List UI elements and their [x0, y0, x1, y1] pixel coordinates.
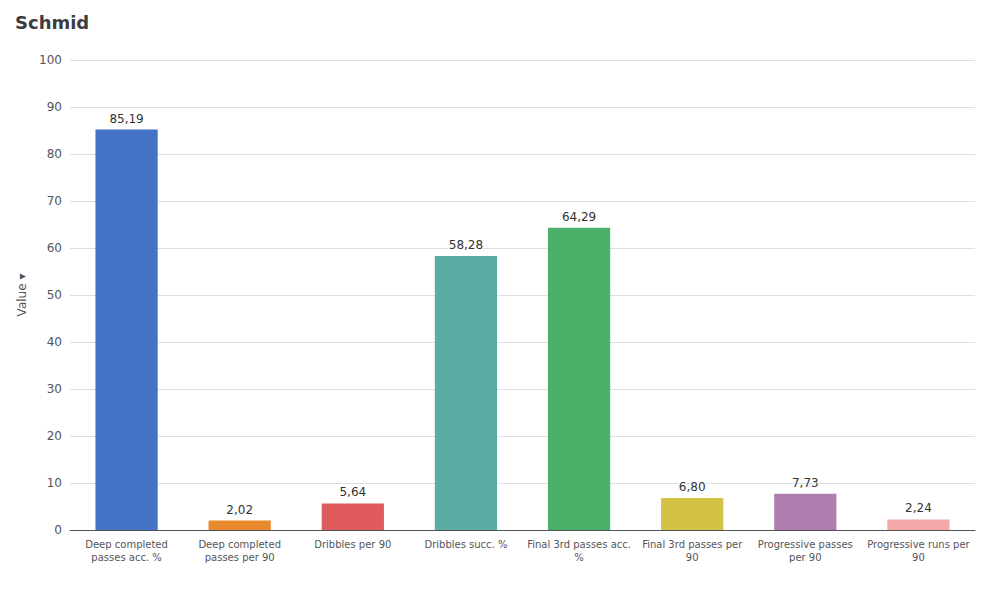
- svg-text:80: 80: [47, 147, 62, 161]
- svg-text:passes per 90: passes per 90: [205, 552, 275, 563]
- svg-text:Final 3rd passes per: Final 3rd passes per: [642, 539, 743, 550]
- svg-text:60: 60: [47, 241, 62, 255]
- svg-text:0: 0: [54, 523, 62, 537]
- svg-text:100: 100: [39, 53, 62, 67]
- svg-text:5,64: 5,64: [339, 485, 366, 499]
- svg-text:90: 90: [47, 100, 62, 114]
- svg-text:Progressive passes: Progressive passes: [758, 539, 853, 550]
- svg-text:50: 50: [47, 288, 62, 302]
- svg-text:%: %: [574, 552, 584, 563]
- svg-text:10: 10: [47, 476, 62, 490]
- svg-text:2,24: 2,24: [905, 501, 932, 515]
- svg-text:per 90: per 90: [789, 552, 822, 563]
- svg-text:70: 70: [47, 194, 62, 208]
- svg-text:30: 30: [47, 382, 62, 396]
- svg-text:90: 90: [912, 552, 925, 563]
- svg-text:58,28: 58,28: [449, 238, 483, 252]
- svg-text:64,29: 64,29: [562, 210, 596, 224]
- svg-text:passes acc. %: passes acc. %: [91, 552, 161, 563]
- svg-text:2,02: 2,02: [226, 503, 253, 517]
- svg-text:Dribbles succ. %: Dribbles succ. %: [424, 539, 507, 550]
- svg-text:90: 90: [686, 552, 699, 563]
- svg-text:Deep completed: Deep completed: [85, 539, 168, 550]
- svg-text:40: 40: [47, 335, 62, 349]
- svg-text:Final 3rd passes acc.: Final 3rd passes acc.: [527, 539, 631, 550]
- svg-text:85,19: 85,19: [109, 112, 143, 126]
- svg-text:Progressive runs per: Progressive runs per: [867, 539, 970, 550]
- svg-text:6,80: 6,80: [679, 480, 706, 494]
- svg-text:20: 20: [47, 429, 62, 443]
- svg-text:Deep completed: Deep completed: [198, 539, 281, 550]
- svg-text:Schmid: Schmid: [15, 12, 89, 33]
- svg-text:Value ▾: Value ▾: [15, 274, 29, 317]
- svg-text:7,73: 7,73: [792, 476, 819, 490]
- svg-text:Dribbles per 90: Dribbles per 90: [314, 539, 391, 550]
